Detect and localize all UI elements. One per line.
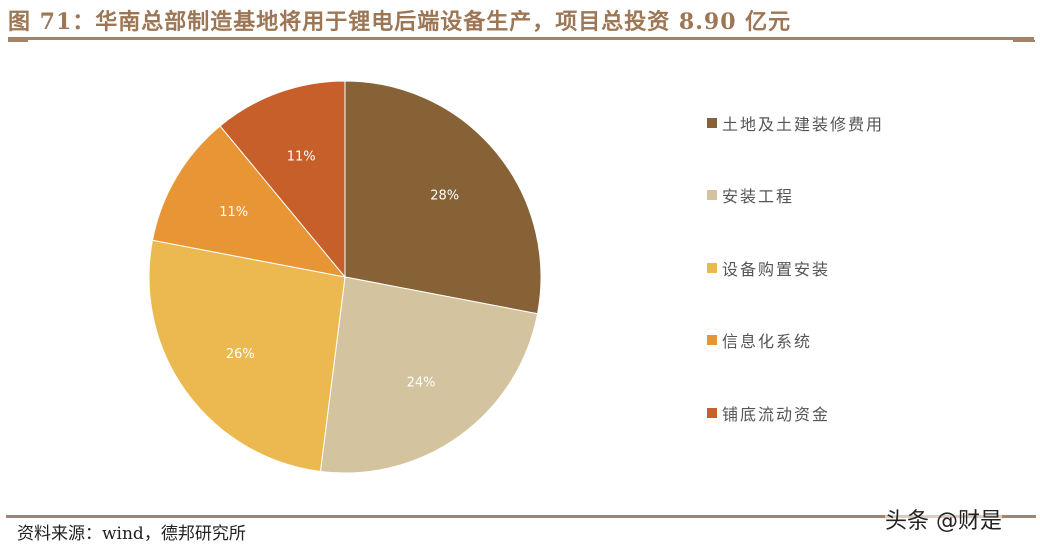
legend-label: 安装工程	[722, 187, 795, 206]
legend-swatch	[707, 118, 717, 128]
legend-item: 土地及土建装修费用	[707, 111, 884, 135]
legend-label: 信息化系统	[722, 332, 813, 351]
legend-swatch	[707, 408, 717, 418]
title-divider-accent-left	[8, 40, 28, 42]
pie-slices	[148, 80, 542, 474]
legend-item: 设备购置安装	[707, 256, 830, 280]
source-note: 资料来源：wind，德邦研究所	[17, 524, 246, 544]
footer-divider	[6, 515, 1036, 518]
pie-slice	[219, 80, 346, 279]
legend-swatch	[707, 190, 717, 200]
legend-swatch	[707, 335, 717, 345]
chart-title: 图 71：华南总部制造基地将用于锂电后端设备生产，项目总投资 8.90 亿元	[8, 9, 792, 35]
title-divider-accent-right	[1013, 40, 1035, 42]
slice-percent-label: 24%	[407, 376, 436, 391]
slice-percent-label: 26%	[226, 347, 255, 362]
pie-slice	[148, 239, 346, 473]
legend-item: 铺底流动资金	[707, 401, 830, 425]
pie-slice-labels: 28% 24% 26% 11% 11%	[219, 149, 459, 390]
slice-percent-label: 11%	[287, 149, 316, 164]
legend-label: 设备购置安装	[722, 260, 831, 279]
slice-percent-label: 11%	[219, 205, 248, 220]
pie-slice	[344, 80, 542, 315]
legend-label: 铺底流动资金	[722, 405, 831, 424]
pie-slice	[151, 125, 347, 278]
legend-swatch	[707, 263, 717, 273]
legend-item: 安装工程	[707, 183, 794, 207]
legend-item: 信息化系统	[707, 328, 812, 352]
legend-label: 土地及土建装修费用	[722, 115, 885, 134]
slice-percent-label: 28%	[430, 189, 459, 204]
watermark: 头条 @财是	[885, 503, 1002, 535]
title-divider	[8, 37, 1034, 40]
pie-slice	[319, 276, 539, 474]
